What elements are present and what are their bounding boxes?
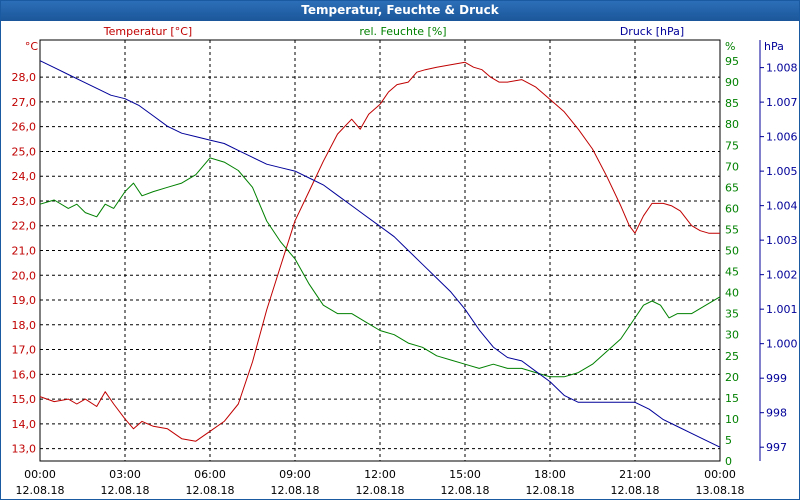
temperature-tick-label: 23,0 bbox=[12, 195, 37, 208]
title-bar: Temperatur, Feuchte & Druck bbox=[1, 1, 799, 21]
humidity-unit-label: % bbox=[725, 40, 735, 53]
humidity-tick-label: 10 bbox=[725, 413, 739, 426]
pressure-axis-title: Druck [hPa] bbox=[620, 25, 684, 38]
pressure-tick-label: 999 bbox=[766, 372, 787, 385]
temperature-tick-label: 20,0 bbox=[12, 269, 37, 282]
temperature-tick-label: 27,0 bbox=[12, 96, 37, 109]
pressure-tick-label: 1.004 bbox=[766, 200, 798, 213]
pressure-tick-label: 1.008 bbox=[766, 62, 798, 75]
temperature-tick-label: 14,0 bbox=[12, 418, 37, 431]
temperature-axis-title: Temperatur [°C] bbox=[103, 25, 192, 38]
humidity-tick-label: 40 bbox=[725, 287, 739, 300]
humidity-tick-label: 15 bbox=[725, 392, 739, 405]
humidity-tick-label: 50 bbox=[725, 245, 739, 258]
x-tick-date-label: 12.08.18 bbox=[16, 484, 65, 497]
temperature-tick-label: 25,0 bbox=[12, 145, 37, 158]
x-tick-time-label: 12:00 bbox=[364, 468, 396, 481]
temperature-tick-label: 13,0 bbox=[12, 443, 37, 456]
humidity-tick-label: 35 bbox=[725, 308, 739, 321]
humidity-tick-label: 60 bbox=[725, 202, 739, 215]
humidity-tick-label: 5 bbox=[725, 434, 732, 447]
humidity-tick-label: 65 bbox=[725, 181, 739, 194]
humidity-tick-label: 0 bbox=[725, 455, 732, 468]
x-tick-time-label: 21:00 bbox=[619, 468, 651, 481]
temperature-tick-label: 28,0 bbox=[12, 71, 37, 84]
temperature-tick-label: 22,0 bbox=[12, 220, 37, 233]
temperature-tick-label: 24,0 bbox=[12, 170, 37, 183]
pressure-tick-label: 1.005 bbox=[766, 165, 798, 178]
pressure-unit-label: hPa bbox=[764, 40, 784, 53]
x-tick-date-label: 12.08.18 bbox=[186, 484, 235, 497]
x-tick-date-label: 12.08.18 bbox=[356, 484, 405, 497]
pressure-tick-label: 1.001 bbox=[766, 303, 798, 316]
x-tick-time-label: 03:00 bbox=[109, 468, 141, 481]
humidity-tick-label: 95 bbox=[725, 55, 739, 68]
pressure-tick-label: 1.007 bbox=[766, 96, 798, 109]
window-title: Temperatur, Feuchte & Druck bbox=[301, 3, 499, 17]
x-tick-time-label: 18:00 bbox=[534, 468, 566, 481]
humidity-tick-label: 80 bbox=[725, 118, 739, 131]
humidity-tick-label: 85 bbox=[725, 97, 739, 110]
x-tick-date-label: 12.08.18 bbox=[611, 484, 660, 497]
x-tick-time-label: 00:00 bbox=[704, 468, 736, 481]
x-tick-date-label: 12.08.18 bbox=[441, 484, 490, 497]
humidity-tick-label: 55 bbox=[725, 223, 739, 236]
humidity-axis-title: rel. Feuchte [%] bbox=[359, 25, 446, 38]
pressure-tick-label: 998 bbox=[766, 407, 787, 420]
x-tick-date-label: 12.08.18 bbox=[271, 484, 320, 497]
humidity-tick-label: 75 bbox=[725, 139, 739, 152]
temperature-series-line bbox=[39, 61, 720, 442]
pressure-tick-label: 1.000 bbox=[766, 338, 798, 351]
pressure-series-line bbox=[39, 60, 721, 448]
pressure-tick-label: 1.002 bbox=[766, 269, 798, 282]
pressure-tick-label: 997 bbox=[766, 441, 787, 454]
temperature-tick-label: 17,0 bbox=[12, 344, 37, 357]
temperature-tick-label: 18,0 bbox=[12, 319, 37, 332]
x-tick-date-label: 12.08.18 bbox=[101, 484, 150, 497]
pressure-tick-label: 1.003 bbox=[766, 234, 798, 247]
humidity-tick-label: 90 bbox=[725, 76, 739, 89]
humidity-series-line bbox=[39, 157, 721, 378]
plot-area-border bbox=[39, 39, 721, 462]
x-tick-time-label: 00:00 bbox=[24, 468, 56, 481]
temperature-tick-label: 15,0 bbox=[12, 393, 37, 406]
humidity-tick-label: 70 bbox=[725, 160, 739, 173]
temperature-tick-label: 19,0 bbox=[12, 294, 37, 307]
temperature-unit-label: °C bbox=[25, 40, 39, 53]
x-tick-time-label: 09:00 bbox=[279, 468, 311, 481]
x-tick-date-label: 12.08.18 bbox=[526, 484, 575, 497]
temperature-tick-label: 21,0 bbox=[12, 245, 37, 258]
humidity-tick-label: 25 bbox=[725, 350, 739, 363]
humidity-tick-label: 45 bbox=[725, 266, 739, 279]
pressure-tick-label: 1.006 bbox=[766, 131, 798, 144]
humidity-tick-label: 30 bbox=[725, 329, 739, 342]
label-layer: 00:00 12.08.18 03:00 12.08.18 06:00 12.08.18 0… bbox=[12, 25, 798, 497]
x-tick-date-label: 13.08.18 bbox=[696, 484, 745, 497]
humidity-tick-label: 20 bbox=[725, 371, 739, 384]
series-layer bbox=[39, 60, 721, 448]
x-tick-time-label: 15:00 bbox=[449, 468, 481, 481]
grid bbox=[40, 40, 764, 461]
temperature-tick-label: 16,0 bbox=[12, 368, 37, 381]
temperature-tick-label: 26,0 bbox=[12, 121, 37, 134]
x-tick-time-label: 06:00 bbox=[194, 468, 226, 481]
